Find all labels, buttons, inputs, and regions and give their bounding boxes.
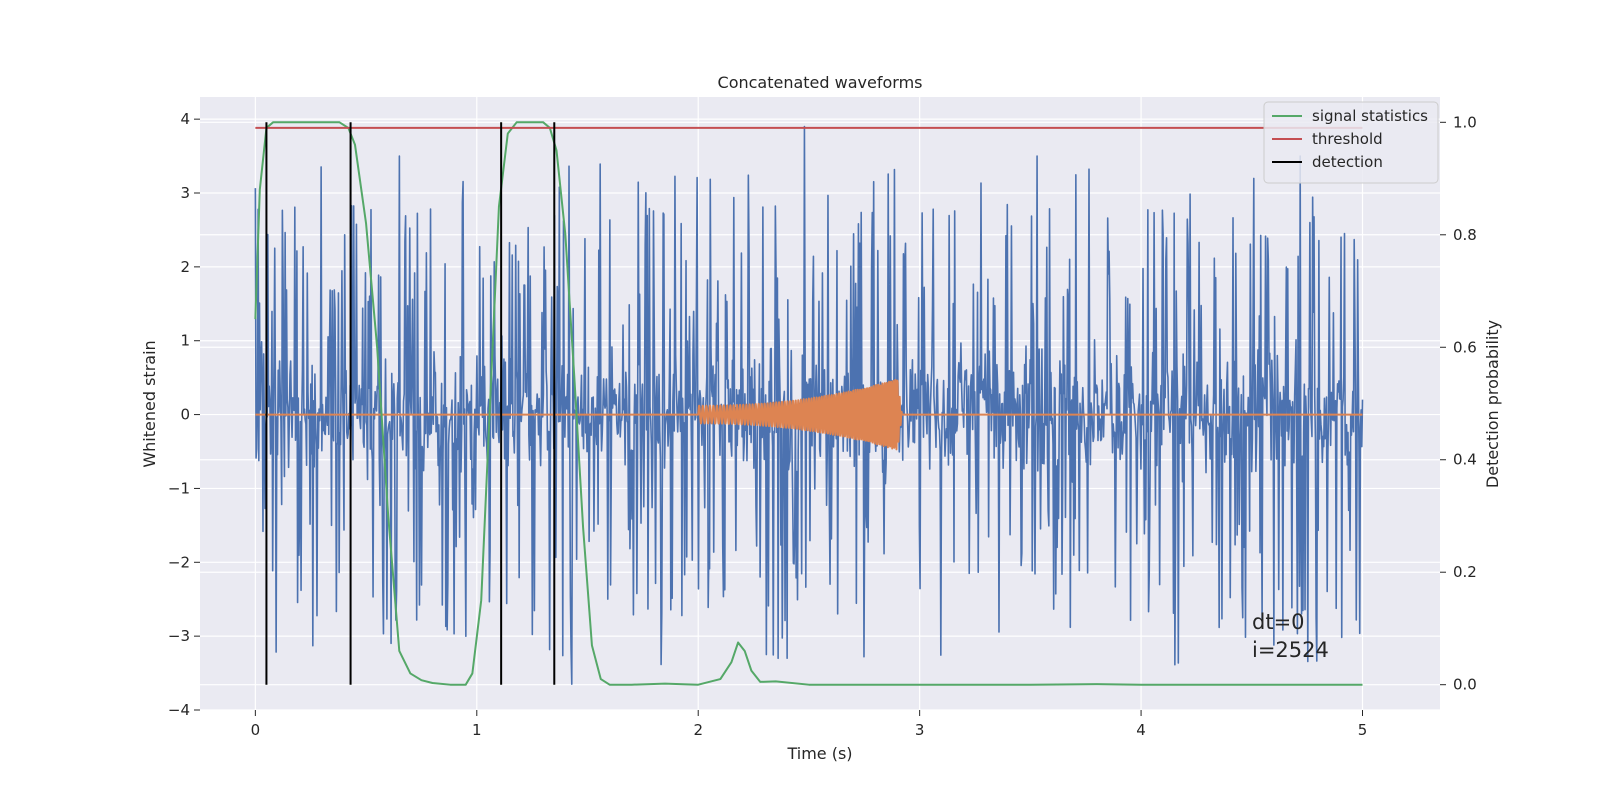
chirp-waveform-series bbox=[255, 378, 1363, 451]
y-tick-label: −2 bbox=[168, 553, 190, 571]
annotation-index: i=2524 bbox=[1252, 638, 1329, 662]
y2-tick-label: 0.4 bbox=[1453, 451, 1477, 469]
axes: 0 1 2 3 4 5 4 3 2 1 0 −1 −2 −3 −4 1.0 0.8 0.6 0.4 0.2 0.0 bbox=[168, 110, 1477, 739]
data-layer bbox=[254, 121, 1364, 686]
y-tick-label: 3 bbox=[180, 184, 190, 202]
y2-tick-label: 0.0 bbox=[1453, 676, 1477, 694]
y-tick-label: −4 bbox=[168, 701, 190, 719]
y2-tick-label: 0.8 bbox=[1453, 226, 1477, 244]
y-tick-label: 4 bbox=[180, 110, 190, 128]
y-tick-label: −1 bbox=[168, 479, 190, 497]
x-tick-label: 3 bbox=[915, 721, 925, 739]
x-tick-label: 2 bbox=[693, 721, 703, 739]
y-axis-label: Whitened strain bbox=[140, 340, 159, 467]
x-axis-label: Time (s) bbox=[786, 744, 852, 763]
signal-statistics-line bbox=[254, 121, 1363, 686]
y2-tick-label: 0.2 bbox=[1453, 563, 1477, 581]
y-tick-label: −3 bbox=[168, 627, 190, 645]
y2-tick-label: 0.6 bbox=[1453, 338, 1477, 356]
legend-entry-label: threshold bbox=[1312, 130, 1383, 148]
chart-title: Concatenated waveforms bbox=[718, 73, 923, 92]
x-tick-label: 0 bbox=[251, 721, 261, 739]
strain-noise-series bbox=[254, 125, 1364, 685]
y2-axis-label: Detection probability bbox=[1483, 320, 1502, 488]
legend: signal statistics threshold detection bbox=[1263, 101, 1439, 184]
legend-box bbox=[1263, 101, 1439, 184]
y-tick-label: 2 bbox=[180, 258, 190, 276]
legend-entry-label: signal statistics bbox=[1312, 107, 1428, 125]
y-tick-label: 1 bbox=[180, 332, 190, 350]
y-tick-label: 0 bbox=[180, 406, 190, 424]
y2-tick-label: 1.0 bbox=[1453, 113, 1477, 131]
legend-entry-label: detection bbox=[1312, 153, 1383, 171]
x-tick-label: 4 bbox=[1136, 721, 1146, 739]
annotation-dt: dt=0 bbox=[1252, 610, 1305, 634]
x-tick-label: 1 bbox=[472, 721, 482, 739]
x-tick-label: 5 bbox=[1358, 721, 1368, 739]
